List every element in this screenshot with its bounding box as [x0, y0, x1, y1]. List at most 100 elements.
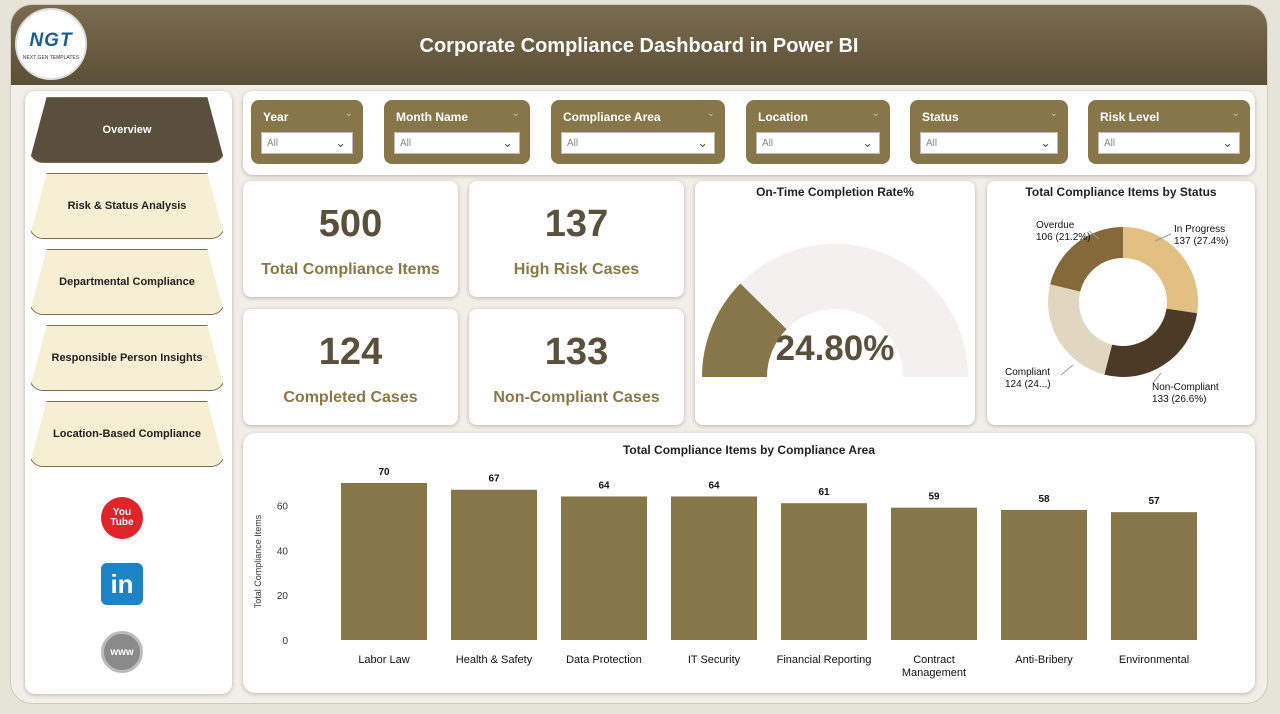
gauge-chart [702, 244, 968, 377]
chevron-down-icon: ⌄ [335, 135, 346, 150]
kpi-value: 124 [318, 331, 383, 373]
nav-overview[interactable]: Overview [29, 97, 225, 163]
compliance-area-select[interactable]: All ⌄ [561, 132, 715, 154]
bar-5[interactable] [891, 507, 977, 640]
chevron-down-icon: ⌄ [697, 135, 708, 150]
linkedin-icon[interactable]: in [101, 563, 143, 605]
bar-4[interactable] [781, 503, 867, 640]
kpi-value: 137 [544, 203, 609, 245]
donut-slice-compliant[interactable] [1048, 284, 1113, 375]
filter-bar: Year ⌄ All ⌄ Month Name ⌄ All ⌄ Compliance… [243, 91, 1255, 175]
chevron-down-icon: ⌄ [502, 135, 513, 150]
bar-2[interactable] [561, 496, 647, 640]
select-value: All [267, 138, 279, 149]
kpi-value: 133 [544, 331, 609, 373]
gauge-title: On-Time Completion Rate% [756, 185, 914, 199]
bar-1[interactable] [451, 489, 537, 640]
bar-3[interactable] [671, 496, 757, 640]
x-tick-label: Financial Reporting [777, 654, 872, 666]
year-select[interactable]: All ⌄ [261, 132, 353, 154]
select-value: All [567, 138, 579, 149]
chevron-down-icon: ⌄ [1231, 108, 1240, 119]
bar-7[interactable] [1111, 512, 1197, 640]
nav-location-based-compliance[interactable]: Location-Based Compliance [29, 401, 225, 467]
donut-slice-in-progress[interactable] [1123, 227, 1198, 314]
youtube-icon[interactable]: You Tube [101, 497, 143, 539]
donut-leader-line [1088, 230, 1100, 240]
slice-value: 137 (27.4%) [1174, 236, 1229, 247]
chevron-down-icon: ⌄ [1222, 135, 1233, 150]
page-title: Corporate Compliance Dashboard in Power … [419, 35, 859, 57]
donut-leader-line [1152, 372, 1162, 384]
risk-level-select[interactable]: All ⌄ [1098, 132, 1240, 154]
x-tick-label: Contract Management [902, 654, 966, 679]
month-name-select[interactable]: All ⌄ [394, 132, 520, 154]
donut-label-overdue: Overdue 106 (21.2%) [1036, 220, 1090, 244]
kpi-label: Non-Compliant Cases [493, 389, 660, 406]
location-select[interactable]: All ⌄ [756, 132, 880, 154]
nav-departmental-compliance[interactable]: Departmental Compliance [29, 249, 225, 315]
web-text: www [110, 646, 134, 658]
nav-responsible-person-insights[interactable]: Responsible Person Insights [29, 325, 225, 391]
nav-label: Responsible Person Insights [51, 352, 203, 364]
bar-data-label: 67 [488, 474, 500, 485]
nav-label: Risk & Status Analysis [67, 200, 187, 212]
chevron-down-icon: ⌄ [706, 108, 715, 119]
x-tick-label: Labor Law [358, 654, 409, 666]
gauge-value: 24.80% [775, 329, 895, 368]
slice-name: Overdue [1036, 220, 1075, 231]
filter-risk-level: Risk Level ⌄ All ⌄ [1088, 100, 1250, 164]
bar-data-label: 61 [818, 487, 830, 498]
web-globe-icon[interactable]: www [101, 631, 143, 673]
kpi-value: 500 [318, 203, 383, 245]
slice-name: Compliant [1005, 367, 1051, 378]
donut-slice-overdue[interactable] [1050, 227, 1123, 292]
select-value: All [1104, 138, 1116, 149]
nav-label: Overview [102, 124, 152, 136]
kpi-total-compliance-items: 500 Total Compliance Items [243, 181, 458, 297]
y-axis-label: Total Compliance Items [253, 514, 263, 608]
bar-data-label: 58 [1038, 494, 1050, 505]
donut-leader-line [1060, 364, 1074, 376]
header-bar: NGT NEXT GEN TEMPLATES Corporate Complia… [11, 5, 1267, 85]
youtube-text-top: You [112, 507, 132, 518]
logo: NGT NEXT GEN TEMPLATES [15, 8, 87, 80]
donut-label-compliant: Compliant 124 (24...) [1005, 367, 1051, 391]
bar-6[interactable] [1001, 509, 1087, 640]
status-select[interactable]: All ⌄ [920, 132, 1058, 154]
kpi-label: High Risk Cases [513, 261, 640, 278]
bar-data-label: 64 [598, 480, 610, 491]
filter-label: Year [263, 110, 289, 124]
logo-subtext: NEXT GEN TEMPLATES [22, 55, 80, 61]
y-tick-label: 40 [277, 546, 289, 557]
bar-chart: 0 20 40 60 Total Compliance Items 70 Labor Law… [253, 467, 1197, 679]
chevron-down-icon: ⌄ [862, 135, 873, 150]
gauge-card: On-Time Completion Rate% 24.80% [695, 181, 975, 425]
y-tick-label: 20 [277, 591, 289, 602]
filter-label: Risk Level [1100, 110, 1160, 124]
slice-value: 133 (26.6%) [1152, 394, 1207, 405]
donut-slice-non-compliant[interactable] [1104, 308, 1198, 377]
chevron-down-icon: ⌄ [344, 108, 353, 119]
kpi-completed-cases: 124 Completed Cases [243, 309, 458, 425]
x-tick-label: Health & Safety [456, 654, 533, 666]
linkedin-text: in [110, 568, 134, 599]
chevron-down-icon: ⌄ [1049, 108, 1058, 119]
x-tick-label: Environmental [1119, 654, 1189, 666]
kpi-label: Total Compliance Items [261, 261, 440, 278]
chevron-down-icon: ⌄ [871, 108, 880, 119]
bar-chart-title: Total Compliance Items by Compliance Are… [622, 443, 876, 457]
filter-compliance-area: Compliance Area ⌄ All ⌄ [551, 100, 725, 164]
logo-text: NGT [29, 30, 73, 51]
x-tick-label: IT Security [688, 654, 741, 666]
gauge-fill [702, 283, 787, 377]
slice-name: Non-Compliant [1152, 382, 1219, 393]
bar-0[interactable] [341, 483, 427, 640]
filter-month-name: Month Name ⌄ All ⌄ [384, 100, 530, 164]
kpi-non-compliant-cases: 133 Non-Compliant Cases [469, 309, 684, 425]
chevron-down-icon: ⌄ [511, 108, 520, 119]
donut-card: Total Compliance Items by Status In Prog… [987, 181, 1255, 425]
kpi-label: Completed Cases [283, 389, 418, 406]
nav-risk-status-analysis[interactable]: Risk & Status Analysis [29, 173, 225, 239]
filter-location: Location ⌄ All ⌄ [746, 100, 890, 164]
